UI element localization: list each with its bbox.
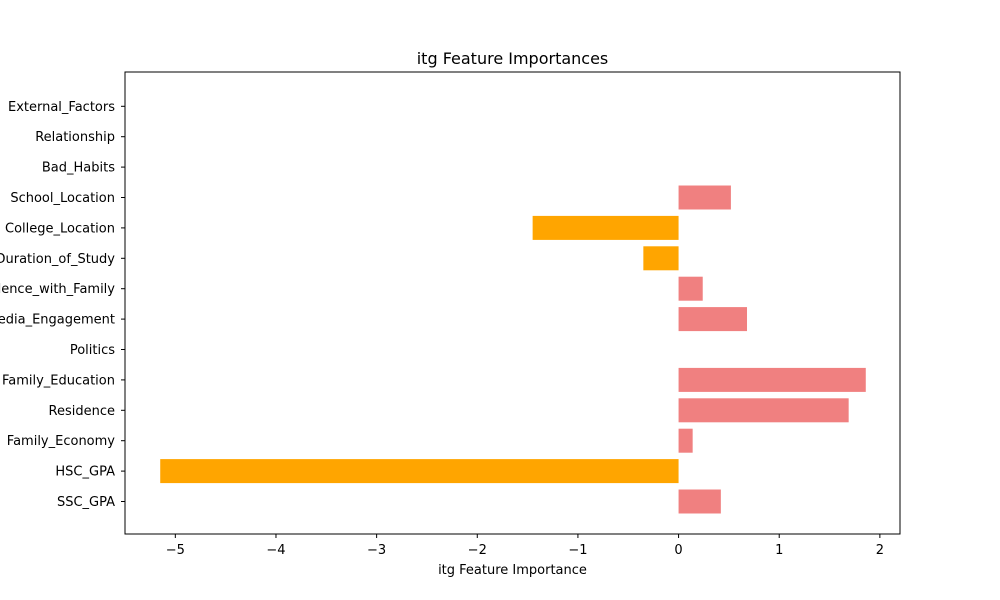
x-axis-ticks: −5 −4 −3 −2 −1 0 1 2	[166, 534, 884, 558]
x-tick-label: −5	[166, 543, 185, 558]
bar-residence-with-family	[678, 276, 703, 301]
y-tick-label: Residence_with_Family	[0, 282, 115, 297]
bar-hsc-gpa	[160, 459, 679, 484]
bar-school-location	[678, 185, 731, 210]
bar-family-education	[678, 367, 866, 392]
x-tick-label: −2	[468, 543, 487, 558]
y-tick-label: External_Factors	[8, 100, 115, 115]
bar-ssc-gpa	[678, 489, 721, 514]
y-axis-ticks: SSC_GPA HSC_GPA Family_Economy Residence Fam…	[0, 100, 125, 510]
x-axis-label: itg Feature Importance	[438, 563, 587, 578]
y-tick-label: Politics	[70, 343, 115, 358]
x-tick-label: −4	[266, 543, 285, 558]
y-tick-label: Bad_Habits	[42, 161, 115, 176]
bar-residence	[678, 398, 849, 423]
bar-duration-of-study	[643, 246, 679, 271]
y-tick-label: Residence	[49, 404, 115, 419]
bar-family-economy	[678, 428, 693, 453]
y-tick-label: SSC_GPA	[57, 495, 115, 510]
y-tick-label: Family_Economy	[7, 434, 116, 449]
y-tick-label: HSC_GPA	[55, 465, 115, 480]
bar-social-media-engagement	[678, 307, 748, 332]
y-tick-label: School_Location	[10, 191, 115, 206]
y-tick-label: Relationship	[35, 130, 115, 145]
y-tick-label: Social_Media_Engagement	[0, 313, 115, 328]
x-tick-label: 0	[674, 543, 682, 558]
plot-area-frame	[124, 71, 901, 535]
bars-group	[160, 185, 866, 514]
x-tick-label: −3	[367, 543, 386, 558]
y-tick-label: Family_Education	[2, 373, 115, 388]
x-tick-label: 1	[775, 543, 783, 558]
bar-college-location	[532, 215, 679, 240]
chart-title: itg Feature Importances	[417, 49, 609, 68]
y-tick-label: College_Location	[5, 221, 115, 236]
x-tick-label: −1	[568, 543, 587, 558]
x-tick-label: 2	[876, 543, 884, 558]
y-tick-label: Duration_of_Study	[0, 252, 115, 267]
